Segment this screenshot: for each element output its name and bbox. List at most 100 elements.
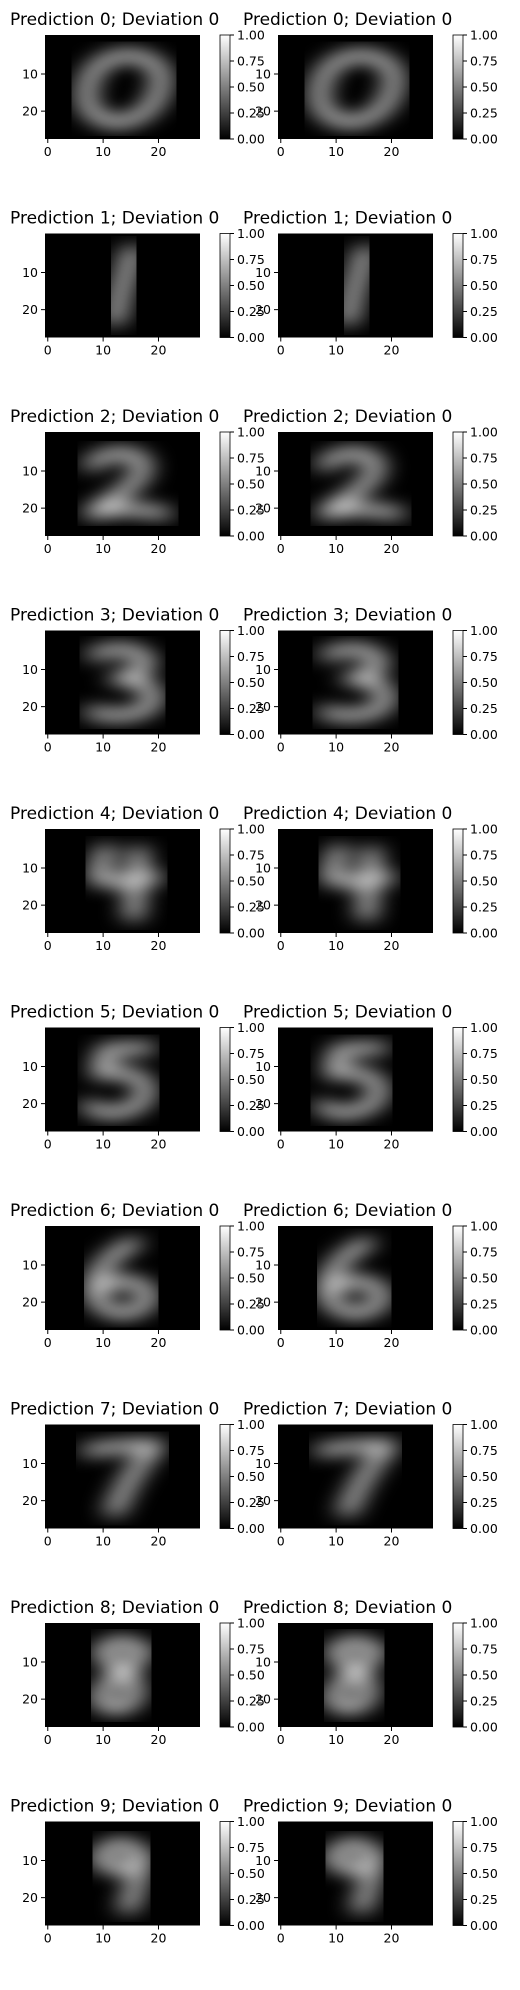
x-tick-label: 20 [384, 1335, 400, 1350]
x-tick-label: 0 [277, 1931, 285, 1946]
digit-panel: Prediction 9; Deviation 00 10 2010200.000.… [10, 1797, 265, 1946]
panel-title: Prediction 4; Deviation 0 [10, 804, 219, 824]
x-tick-label: 10 [328, 938, 344, 953]
digit-panel: Prediction 1; Deviation 00 10 2010200.000.… [243, 209, 498, 358]
colorbar-gradient [452, 1424, 464, 1529]
digit-panel: Prediction 3; Deviation 00 10 2010200.000.… [243, 606, 498, 755]
panel-title: Prediction 4; Deviation 0 [243, 804, 452, 824]
colorbar: 0.00 0.25 0.50 0.75 1.00 [219, 623, 265, 742]
digit-panel: Prediction 3; Deviation 00 10 2010200.000.… [10, 606, 265, 755]
digit-image [278, 630, 433, 735]
colorbar-tick-label: 1.00 [470, 1417, 498, 1432]
colorbar-tick-label: 1.00 [237, 1417, 265, 1432]
colorbar-tick-label: 1.00 [470, 226, 498, 241]
colorbar-tick-label: 1.00 [237, 1814, 265, 1829]
digit-glyph [84, 644, 161, 721]
colorbar-gradient [452, 1821, 464, 1926]
digit-image [45, 829, 200, 933]
x-tick-label: 20 [151, 740, 167, 755]
colorbar-tick-label: 0.00 [237, 1918, 265, 1933]
colorbar-tick-label: 0.50 [237, 80, 265, 95]
panel-title: Prediction 1; Deviation 0 [243, 209, 452, 229]
colorbar-tick-label: 1.00 [237, 226, 265, 241]
colorbar-tick-label: 0.25 [470, 304, 498, 319]
x-tick-label: 0 [277, 740, 285, 755]
colorbar-tick-label: 0.50 [237, 874, 265, 889]
colorbar-tick-label: 0.25 [237, 701, 265, 716]
colorbar-tick-label: 0.75 [237, 1046, 265, 1061]
digit-image [45, 233, 200, 338]
colorbar-tick-label: 0.25 [470, 1495, 498, 1510]
digit-image [45, 1821, 200, 1926]
digit-glyph [82, 1440, 163, 1517]
colorbar-tick-label: 0.75 [470, 1443, 498, 1458]
y-tick-label: 20 [22, 699, 38, 714]
digit-image [45, 35, 200, 139]
colorbar-tick-label: 0.25 [237, 304, 265, 319]
y-tick-label: 10 [22, 861, 38, 876]
digit-image [45, 1027, 200, 1132]
colorbar-tick-label: 1.00 [237, 623, 265, 638]
colorbar-tick-label: 0.00 [237, 529, 265, 544]
y-tick-label: 20 [255, 1295, 271, 1310]
panel-title: Prediction 3; Deviation 0 [243, 606, 452, 626]
panel-title: Prediction 7; Deviation 0 [243, 1400, 452, 1420]
digit-image [278, 1424, 433, 1529]
colorbar-tick-label: 0.50 [470, 1271, 498, 1286]
colorbar-tick-label: 1.00 [237, 425, 265, 440]
image-background [278, 1424, 433, 1529]
colorbar-tick-label: 0.75 [470, 1642, 498, 1657]
x-tick-label: 10 [328, 1137, 344, 1152]
digit-panel: Prediction 5; Deviation 00 10 2010200.000.… [243, 1003, 498, 1152]
colorbar-tick-label: 0.50 [470, 675, 498, 690]
colorbar-tick-label: 0.75 [470, 1245, 498, 1260]
y-tick-label: 10 [255, 1456, 271, 1471]
x-tick-label: 10 [328, 541, 344, 556]
colorbar-tick-label: 0.50 [470, 278, 498, 293]
colorbar-gradient [452, 1225, 464, 1331]
colorbar-gradient [219, 34, 231, 140]
x-tick-label: 20 [384, 541, 400, 556]
x-tick-label: 20 [384, 144, 400, 159]
digit-image [45, 1226, 200, 1330]
digit-glyph [340, 245, 373, 326]
colorbar-tick-label: 1.00 [470, 1219, 498, 1234]
x-tick-label: 0 [44, 1137, 52, 1152]
digit-panel: Prediction 4; Deviation 00 10 2010200.000.… [243, 804, 498, 953]
panel-title: Prediction 0; Deviation 0 [243, 10, 452, 30]
colorbar-tick-label: 0.75 [470, 54, 498, 69]
colorbar-gradient [219, 233, 231, 338]
y-tick-label: 20 [22, 1295, 38, 1310]
panel-title: Prediction 5; Deviation 0 [243, 1003, 452, 1023]
x-tick-label: 0 [44, 1534, 52, 1549]
digit-glyph [87, 1237, 155, 1319]
colorbar-tick-label: 0.00 [470, 1918, 498, 1933]
colorbar-tick-label: 0.25 [237, 503, 265, 518]
colorbar-tick-label: 0.25 [237, 1098, 265, 1113]
colorbar: 0.00 0.25 0.50 0.75 1.00 [452, 822, 498, 941]
y-tick-label: 10 [22, 1258, 38, 1273]
digit-image [278, 1226, 433, 1330]
y-tick-label: 10 [255, 1258, 271, 1273]
y-tick-label: 10 [255, 464, 271, 479]
colorbar-gradient [219, 828, 231, 934]
colorbar-tick-label: 0.00 [470, 727, 498, 742]
y-tick-label: 20 [22, 501, 38, 516]
colorbar-tick-label: 0.00 [470, 1323, 498, 1338]
panel-title: Prediction 0; Deviation 0 [10, 10, 219, 30]
panel-title: Prediction 9; Deviation 0 [243, 1797, 452, 1817]
colorbar-tick-label: 0.00 [237, 330, 265, 345]
digit-image [278, 35, 433, 139]
colorbar-tick-label: 0.25 [470, 1694, 498, 1709]
colorbar-tick-label: 0.75 [237, 848, 265, 863]
x-tick-label: 10 [328, 343, 344, 358]
y-tick-label: 20 [22, 104, 38, 119]
y-tick-label: 10 [22, 1655, 38, 1670]
colorbar: 0.00 0.25 0.50 0.75 1.00 [219, 425, 265, 544]
colorbar-tick-label: 0.75 [470, 649, 498, 664]
x-tick-label: 20 [384, 740, 400, 755]
colorbar: 0.00 0.25 0.50 0.75 1.00 [452, 1417, 498, 1536]
panel-title: Prediction 6; Deviation 0 [243, 1201, 452, 1221]
digit-stroke [82, 1043, 155, 1118]
x-tick-label: 10 [95, 1534, 111, 1549]
